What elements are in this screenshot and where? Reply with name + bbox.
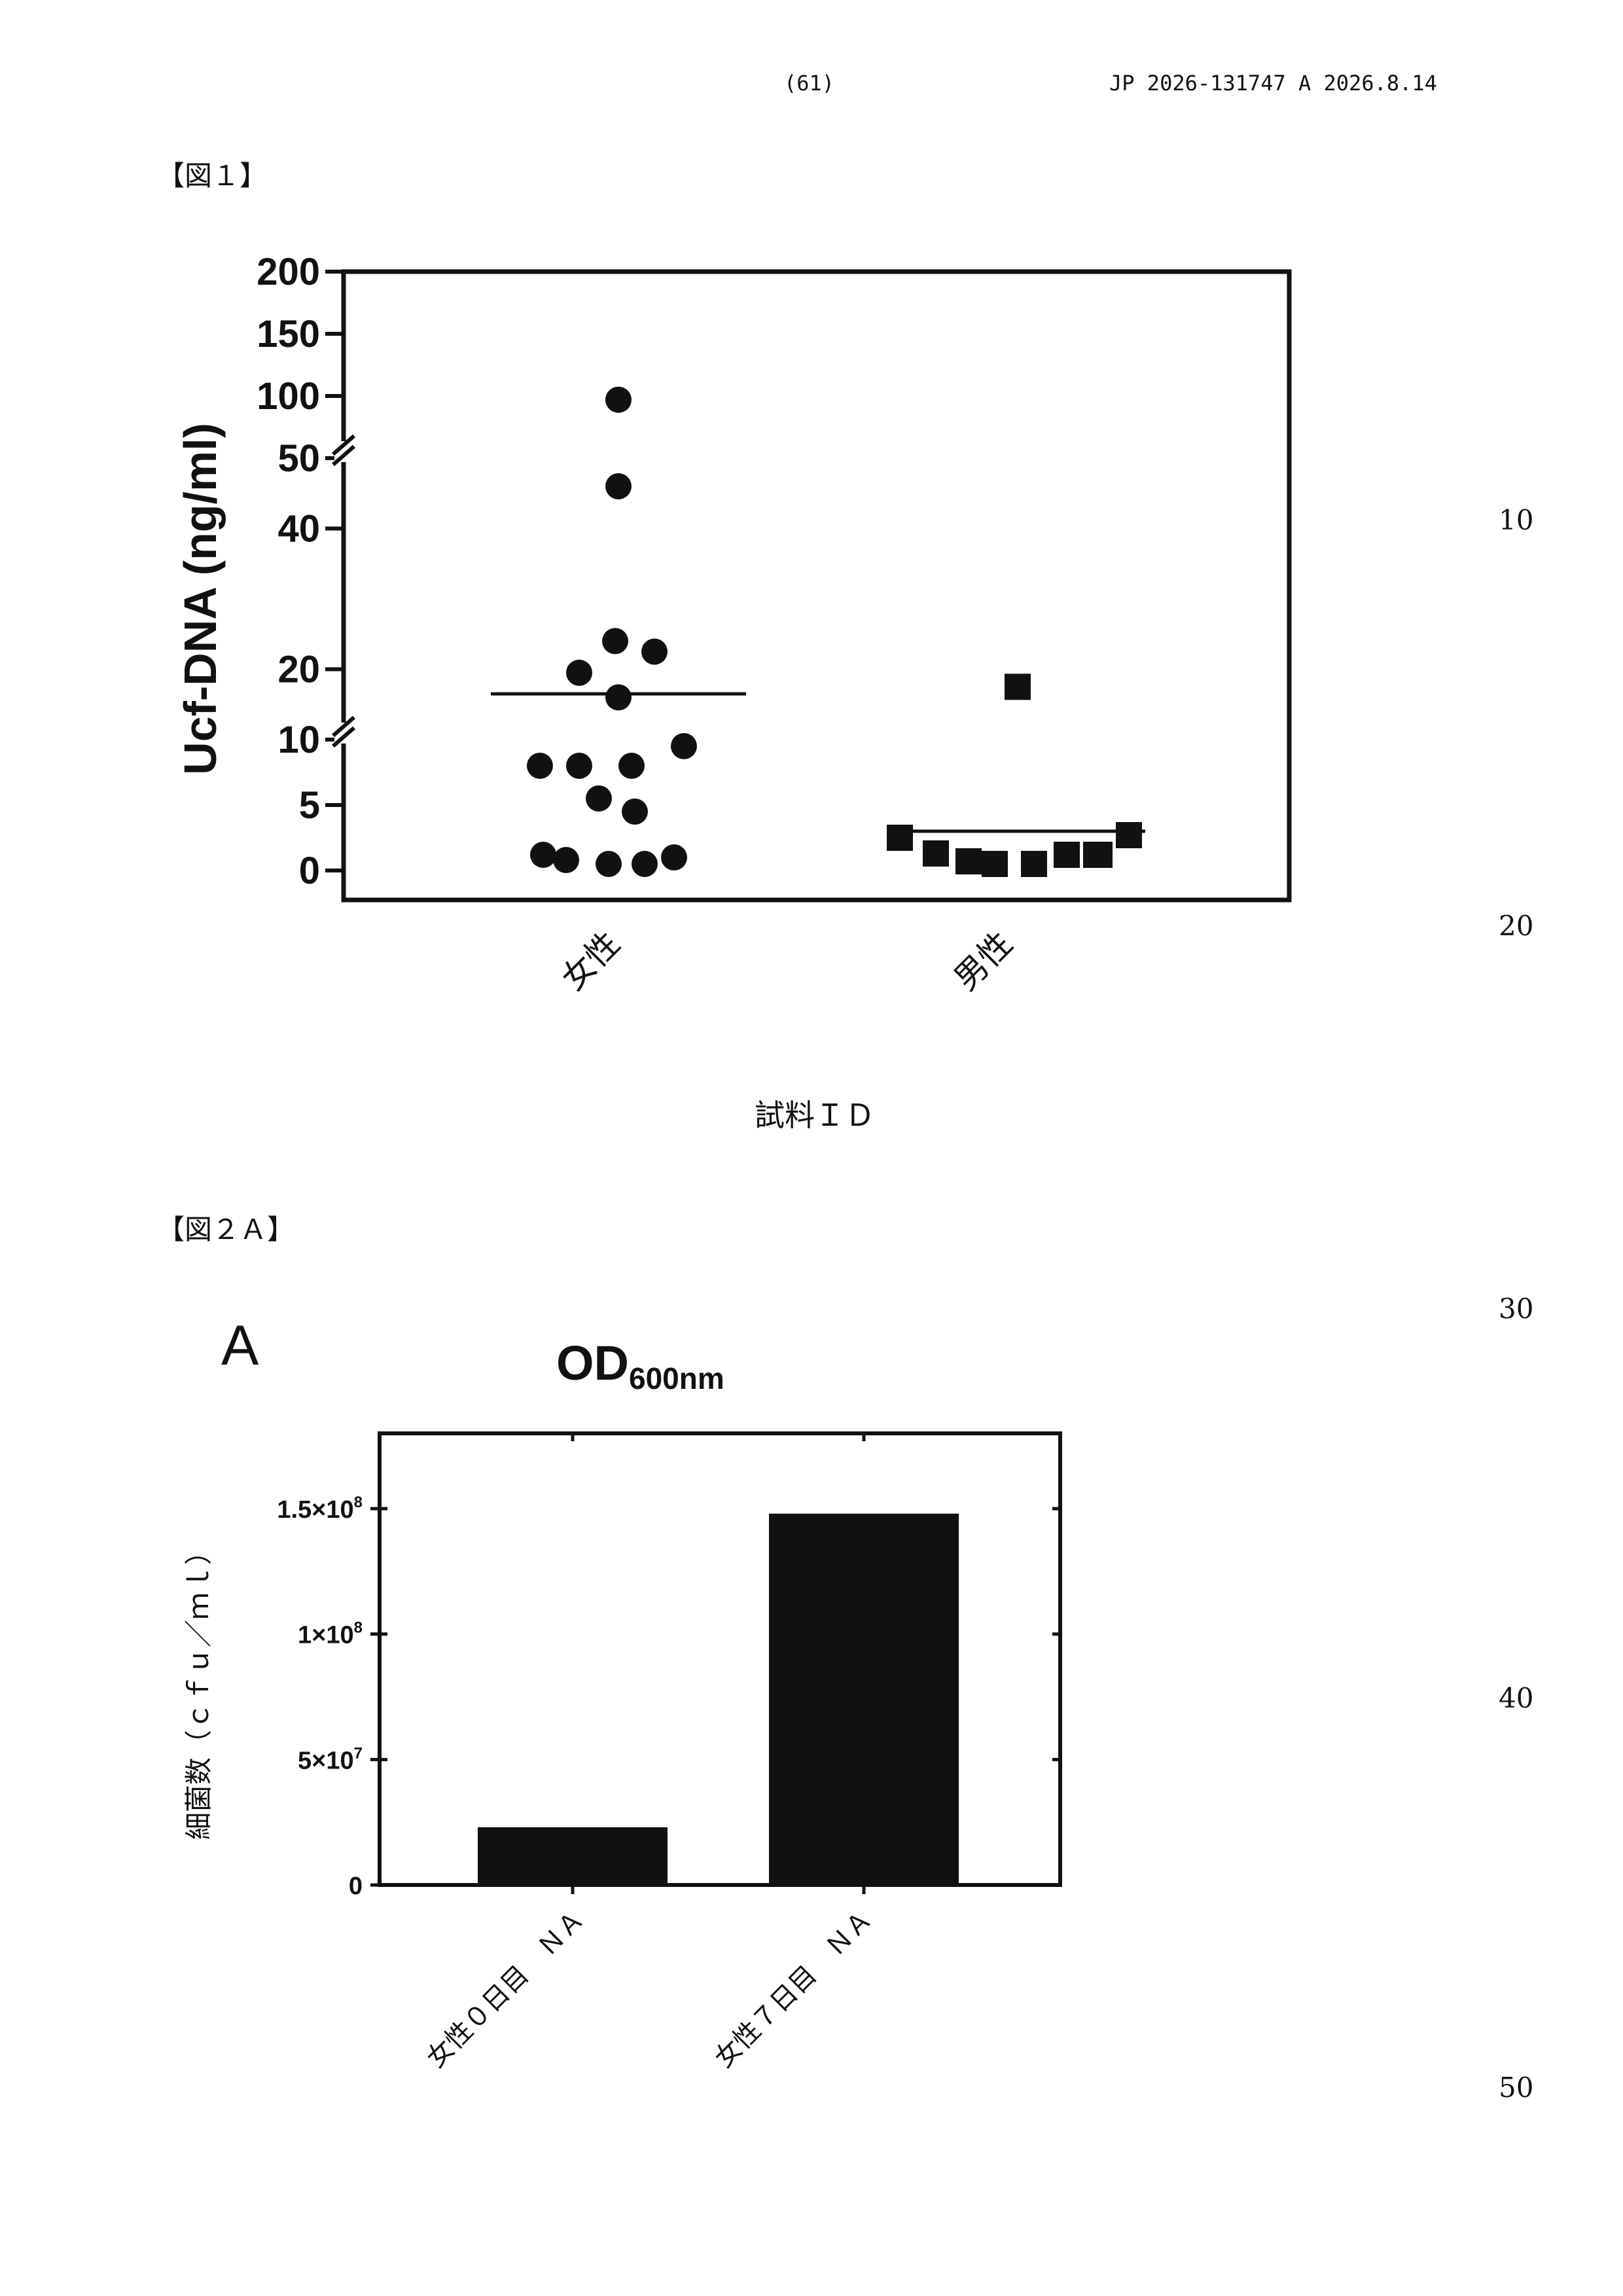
data-point [671, 733, 697, 759]
y-axis-label: Ucf-DNA (ng/ml) [175, 423, 226, 775]
data-point [566, 753, 592, 779]
y-tick-label: 10 [277, 719, 320, 761]
data-point [1086, 842, 1113, 868]
data-point [1021, 851, 1047, 877]
y-tick-label: 20 [277, 649, 320, 691]
data-point [566, 660, 592, 686]
data-point [527, 753, 553, 779]
y-tick-label: 40 [277, 508, 320, 550]
x-category-label: 女性 [554, 924, 628, 997]
data-point [661, 844, 687, 870]
x-axis-label: 試料ＩＤ [755, 1098, 875, 1133]
y-tick-label: 0 [299, 850, 320, 892]
data-point [641, 639, 668, 665]
x-category-label: 男性 [947, 924, 1020, 997]
y-tick-label: 200 [257, 251, 320, 293]
data-point [605, 473, 632, 499]
y-tick-label: 50 [277, 437, 320, 480]
plot-frame [344, 272, 1289, 900]
data-point [618, 753, 645, 779]
data-point [1005, 673, 1031, 700]
y-tick-label: 5 [299, 784, 320, 827]
data-point [923, 840, 949, 867]
data-point [1116, 822, 1142, 848]
data-point [1054, 842, 1080, 868]
data-point [887, 825, 913, 851]
data-point [605, 685, 632, 711]
data-point [982, 851, 1008, 877]
data-point [530, 842, 556, 868]
data-point [596, 851, 622, 877]
data-point [553, 847, 579, 873]
data-point [632, 851, 658, 877]
data-point [602, 628, 628, 655]
data-point [955, 848, 982, 874]
y-tick-label: 150 [257, 313, 320, 355]
y-tick-label: 100 [257, 375, 320, 418]
data-point [586, 785, 612, 812]
data-point [605, 387, 632, 413]
data-point [622, 798, 648, 825]
